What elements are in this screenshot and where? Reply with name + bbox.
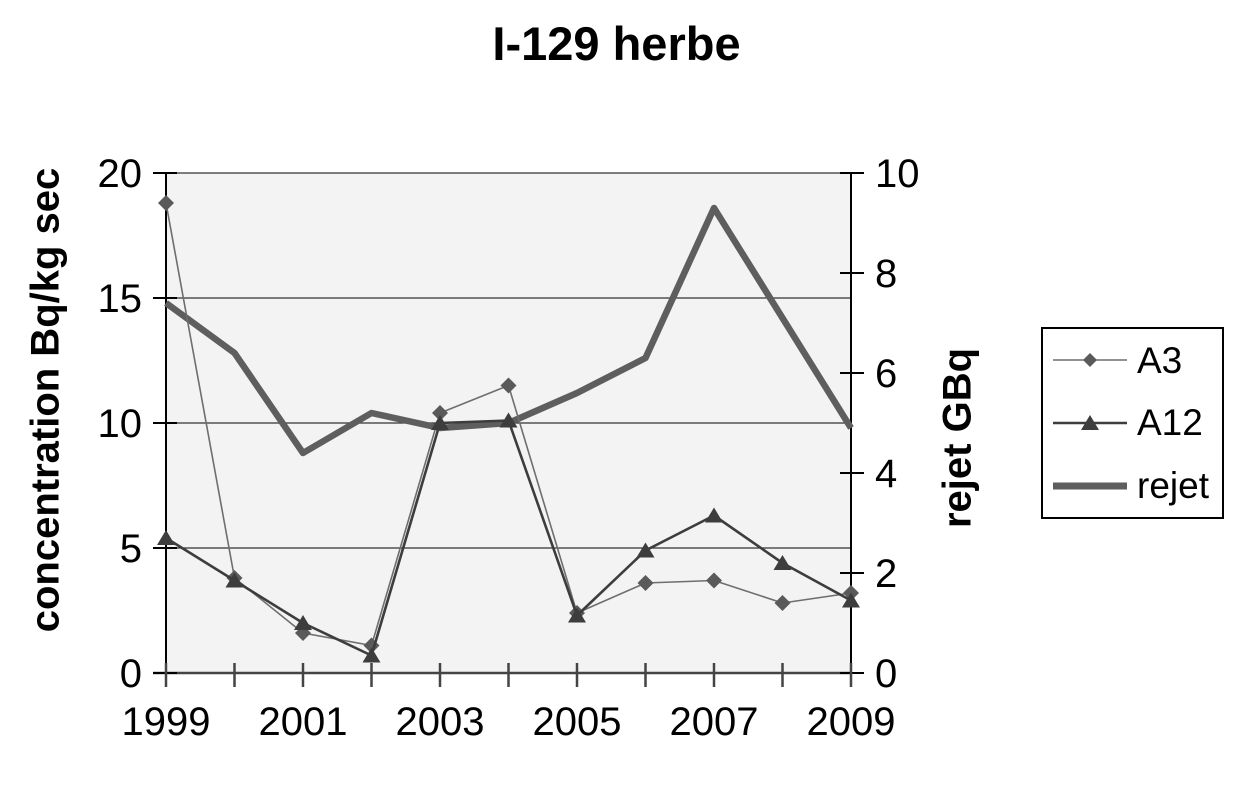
series-marker-a3 [432, 405, 448, 421]
right-axis-tick-label: 6 [875, 352, 897, 396]
series-marker-a3 [774, 595, 791, 611]
left-axis-tick-label: 20 [98, 152, 143, 196]
a12-line-triangle-icon [1053, 414, 1127, 430]
x-axis-tick-label: 2001 [259, 700, 348, 744]
rejet-thick-line-icon [1053, 482, 1127, 490]
series-marker-a3 [158, 195, 174, 211]
left-axis-tick-label: 5 [120, 527, 142, 571]
series-marker-a3 [500, 377, 517, 394]
series-marker-a12 [636, 542, 655, 558]
legend-label-rejet: rejet [1137, 465, 1209, 507]
left-axis-tick-label: 10 [98, 402, 143, 446]
legend-row-a12: A12 [1053, 404, 1222, 441]
legend-label-a3: A3 [1137, 339, 1183, 381]
series-marker-a12 [225, 572, 244, 588]
left-axis-tick-label: 0 [120, 652, 142, 696]
legend: A3 A12 rejet [1041, 327, 1224, 519]
legend-row-rejet: rejet [1053, 467, 1222, 504]
x-axis-tick-label: 2007 [670, 700, 759, 744]
right-axis-tick-label: 0 [875, 652, 897, 696]
right-axis-tick-label: 10 [875, 152, 920, 196]
series-marker-a12 [362, 647, 381, 663]
series-marker-a12 [157, 530, 175, 545]
right-axis-tick-label: 8 [875, 252, 897, 296]
series-marker-a3 [637, 575, 654, 591]
chart-title: I-129 herbe [492, 17, 741, 70]
series-marker-a3 [706, 572, 722, 589]
right-axis-tick-label: 4 [875, 452, 897, 496]
a3-line-diamond-icon [1053, 353, 1127, 368]
legend-label-a12: A12 [1137, 402, 1203, 444]
left-axis-tick-label: 15 [98, 277, 143, 321]
series-marker-a12 [773, 555, 792, 570]
x-axis-tick-label: 1999 [122, 700, 211, 744]
series-marker-a12 [431, 415, 449, 430]
right-axis-tick-label: 2 [875, 552, 897, 596]
series-marker-a12 [705, 507, 723, 523]
x-axis-tick-label: 2003 [396, 700, 485, 744]
series-marker-a12 [568, 607, 586, 623]
series-marker-a12 [294, 615, 312, 630]
legend-row-a3: A3 [1053, 342, 1222, 379]
x-axis-tick-label: 2005 [533, 700, 622, 744]
x-axis-tick-label: 2009 [807, 700, 896, 744]
series-marker-a12 [499, 412, 518, 428]
series-marker-a12 [842, 592, 860, 608]
